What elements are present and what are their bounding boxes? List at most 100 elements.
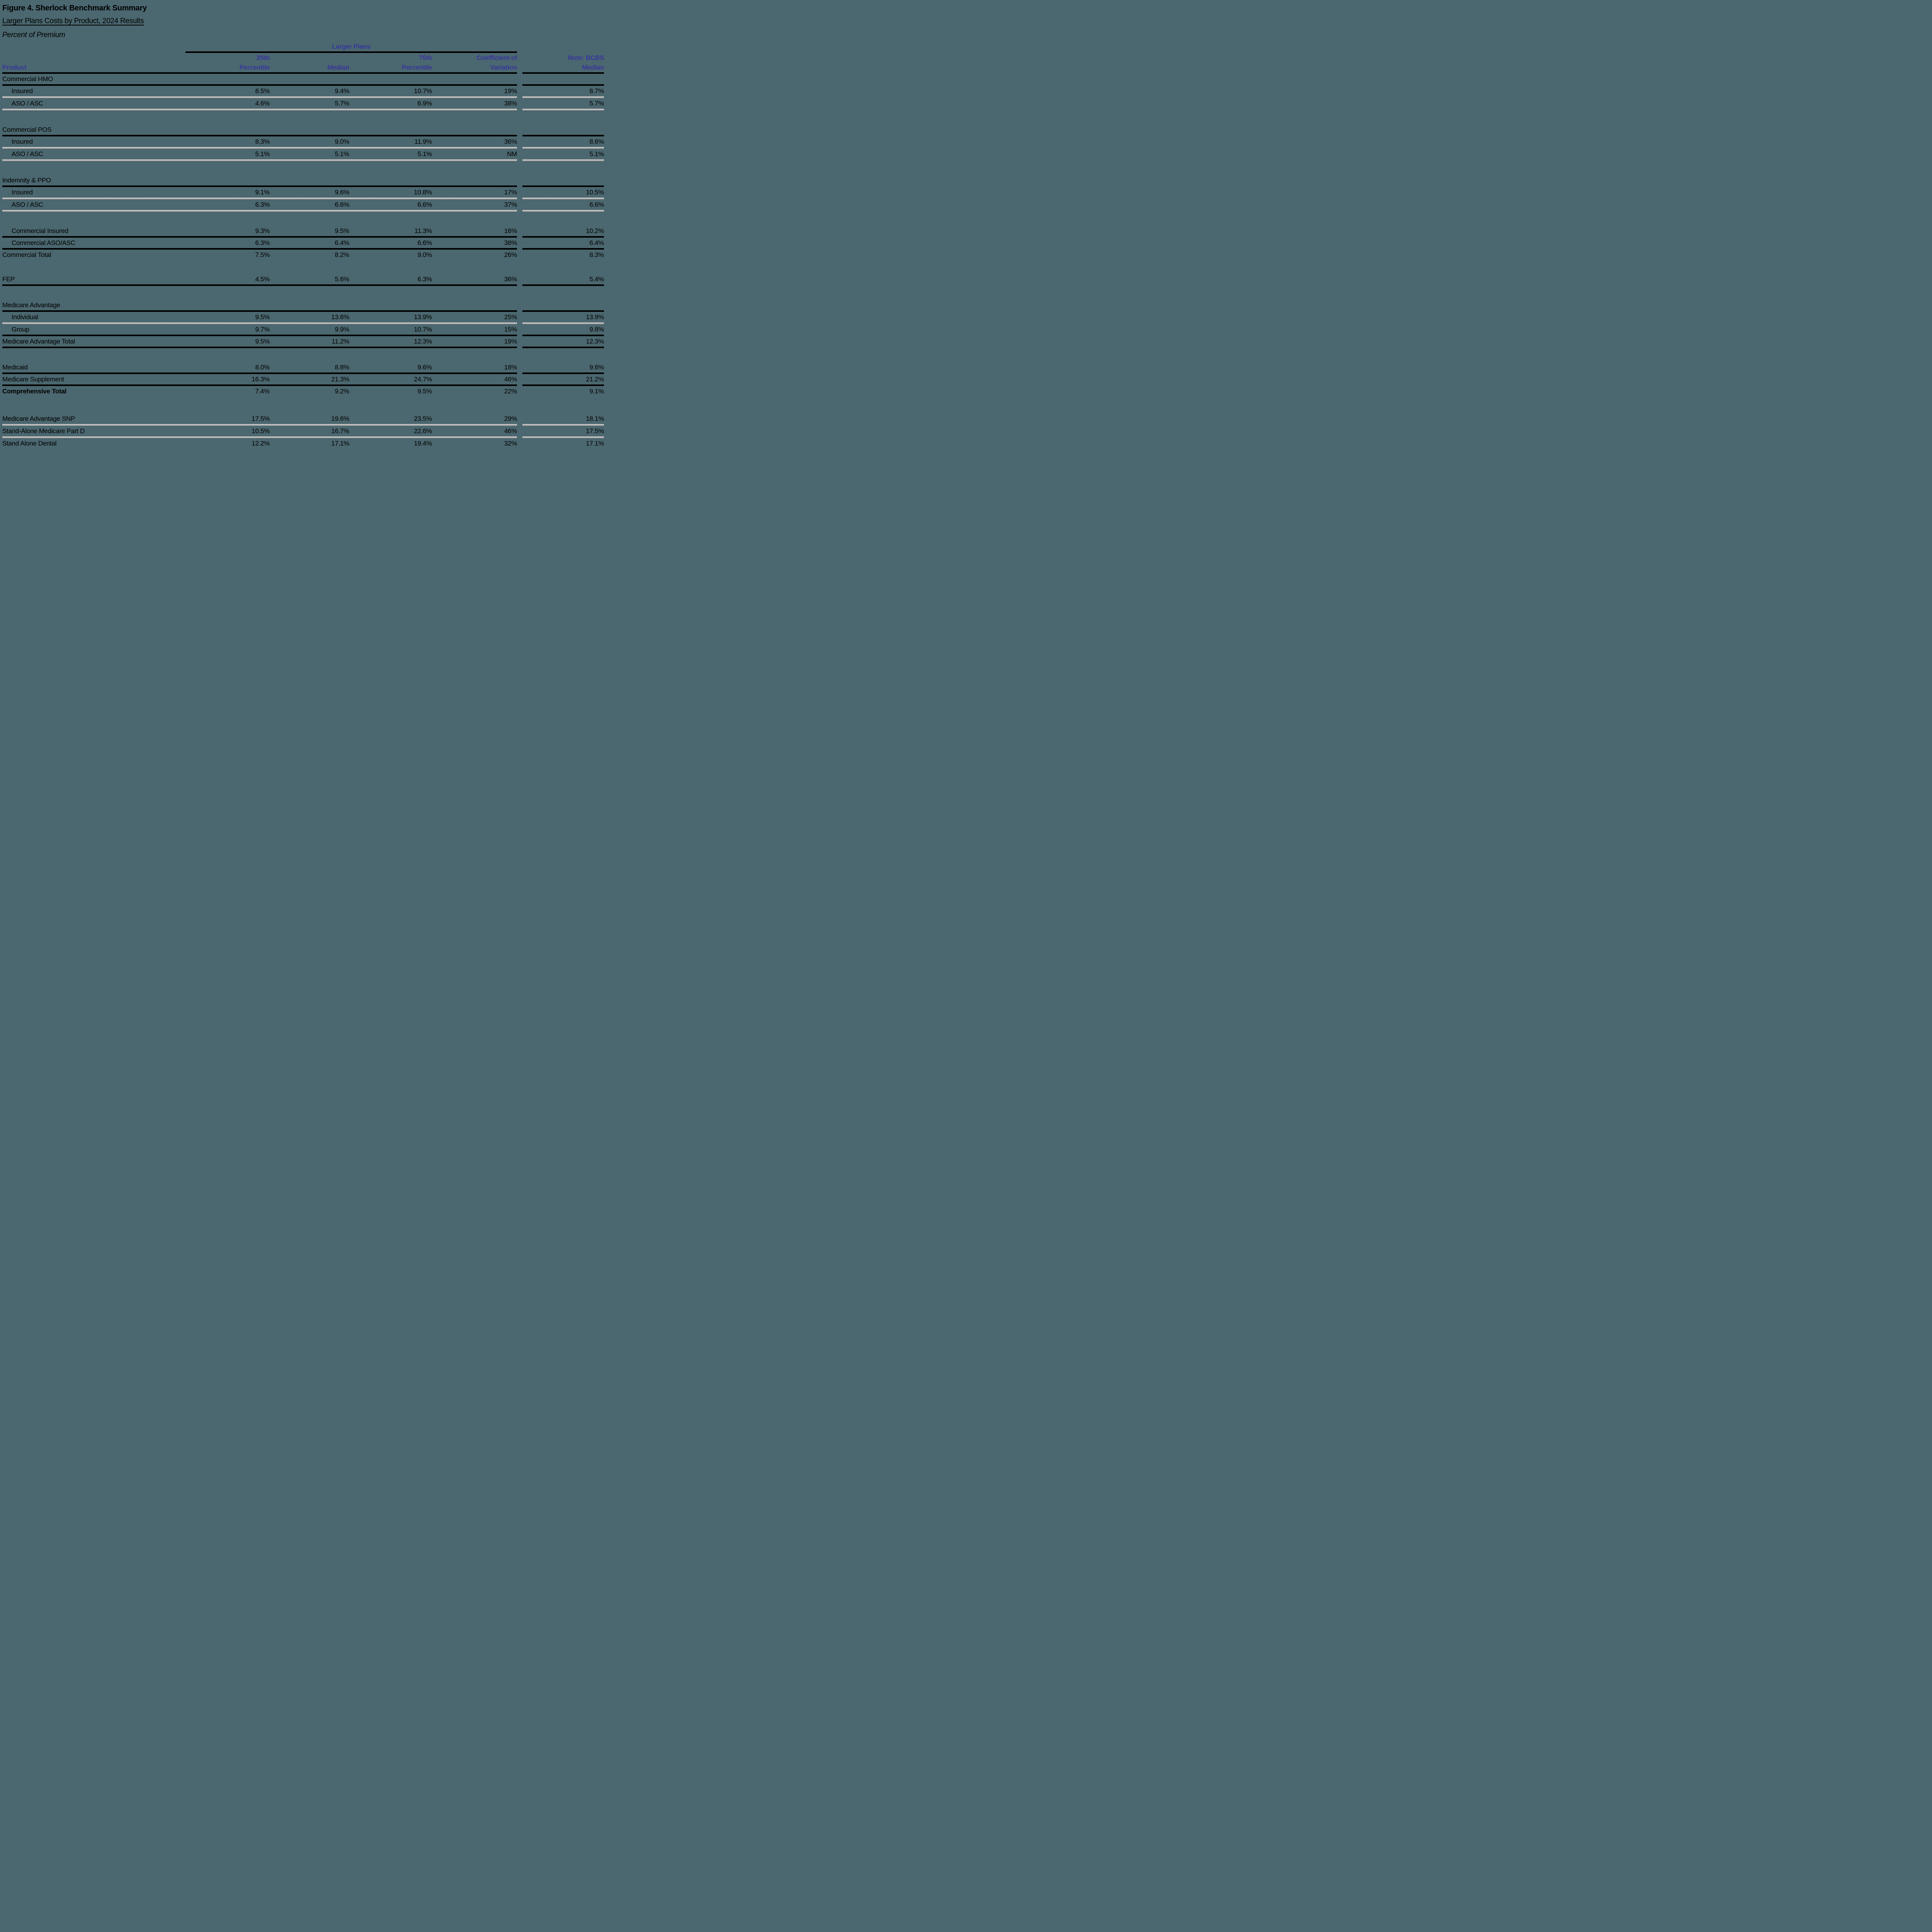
value-cell: 6.6% bbox=[335, 201, 349, 208]
gray-rule bbox=[522, 147, 604, 149]
gray-rule bbox=[2, 424, 517, 426]
value-cell: 4.5% bbox=[255, 275, 270, 283]
gray-rule bbox=[2, 436, 517, 438]
product-cell: Individual bbox=[12, 313, 38, 321]
spacer-row bbox=[2, 111, 604, 124]
value-cell: 12.3% bbox=[414, 337, 432, 345]
value-cell: 7.5% bbox=[255, 251, 270, 259]
value-cell: NM bbox=[507, 150, 517, 158]
value-cell: 19% bbox=[504, 337, 517, 345]
value-cell: 9.3% bbox=[255, 227, 270, 235]
empty-bcbs-cell bbox=[522, 300, 604, 310]
bcbs-cell: 5.7% bbox=[589, 99, 604, 107]
product-cell: Indemnity & PPO bbox=[2, 176, 51, 184]
gap-cell bbox=[517, 149, 522, 159]
gap-cell bbox=[517, 362, 522, 372]
bcbs-cell: 6.4% bbox=[589, 239, 604, 247]
value-cell: 38% bbox=[504, 239, 517, 247]
value-cell: 17.1% bbox=[331, 439, 349, 447]
value-cell: 10.7% bbox=[414, 87, 432, 95]
value-cell: 19% bbox=[504, 87, 517, 95]
span-header-underline bbox=[2, 51, 604, 53]
empty-bcbs-cell bbox=[522, 74, 604, 84]
product-cell: Commercial Total bbox=[2, 251, 51, 259]
gap-cell bbox=[517, 238, 522, 248]
value-cell: 17.5% bbox=[252, 415, 270, 422]
empty-value-cell bbox=[349, 124, 432, 135]
value-cell: 9.5% bbox=[417, 387, 432, 395]
gray-rule bbox=[2, 147, 517, 149]
gap-cell bbox=[517, 63, 522, 72]
value-cell: 6.6% bbox=[417, 239, 432, 247]
bcbs-cell: 17.5% bbox=[586, 427, 604, 435]
gap-cell bbox=[517, 274, 522, 284]
group-row: Medicare Advantage bbox=[2, 300, 604, 310]
value-cell: 6.3% bbox=[255, 201, 270, 208]
value-cell: 6.6% bbox=[417, 201, 432, 208]
value-cell: 8.2% bbox=[335, 251, 349, 259]
value-cell: 15% bbox=[504, 325, 517, 333]
gap-cell bbox=[517, 187, 522, 197]
value-cell: 9.6% bbox=[335, 188, 349, 196]
black-rule bbox=[522, 236, 604, 238]
bcbs-cell: 9.8% bbox=[589, 325, 604, 333]
column-header-row-2: Product Percentile Median Percentile Var… bbox=[2, 63, 604, 72]
black-rule bbox=[2, 284, 517, 286]
row-separator bbox=[2, 185, 604, 187]
benchmark-table: Larger Plans 25th 75th Coefficient of No… bbox=[2, 42, 604, 446]
table-header: Larger Plans 25th 75th Coefficient of No… bbox=[2, 42, 604, 74]
value-cell: 5.6% bbox=[335, 275, 349, 283]
gray-rule bbox=[522, 322, 604, 324]
row-separator bbox=[2, 236, 604, 238]
gap-cell bbox=[517, 98, 522, 109]
gap-cell bbox=[517, 413, 522, 424]
bcbs-cell: 9.6% bbox=[589, 363, 604, 371]
empty-value-cell bbox=[270, 124, 349, 135]
value-cell: 11.9% bbox=[414, 138, 432, 145]
row-separator bbox=[2, 96, 604, 98]
table-row: Insured 8.3% 9.0% 11.9% 36% 8.6% bbox=[2, 136, 604, 147]
gray-rule bbox=[2, 322, 517, 324]
value-cell: 9.2% bbox=[335, 387, 349, 395]
gap-cell bbox=[517, 250, 522, 260]
gap-cell bbox=[517, 86, 522, 96]
empty-value-cell bbox=[349, 74, 432, 84]
black-rule bbox=[522, 335, 604, 336]
figure-subtitle: Larger Plans Costs by Product, 2024 Resu… bbox=[2, 17, 144, 25]
bcbs-cell: 8.3% bbox=[589, 251, 604, 259]
col-header-75th-line1: 75th bbox=[419, 54, 432, 61]
value-cell: 18% bbox=[504, 363, 517, 371]
value-cell: 11.3% bbox=[414, 227, 432, 235]
spacer-row bbox=[2, 396, 604, 413]
table-row: Insured 9.1% 9.6% 10.8% 17% 10.5% bbox=[2, 187, 604, 197]
value-cell: 23.5% bbox=[414, 415, 432, 422]
group-row: Indemnity & PPO bbox=[2, 175, 604, 185]
col-header-bcbs-line1: Note: BCBS bbox=[568, 54, 604, 61]
col-header-cov-line2: Variation bbox=[490, 63, 517, 71]
value-cell: 32% bbox=[504, 439, 517, 447]
black-rule bbox=[2, 185, 517, 187]
bcbs-cell: 6.6% bbox=[589, 201, 604, 208]
empty-value-cell bbox=[270, 74, 349, 84]
empty-cell bbox=[2, 42, 185, 51]
value-cell: 9.9% bbox=[335, 325, 349, 333]
black-rule bbox=[2, 72, 517, 74]
value-cell: 17% bbox=[504, 188, 517, 196]
figure-page: Figure 4. Sherlock Benchmark Summary Lar… bbox=[0, 0, 604, 446]
value-cell: 9.6% bbox=[417, 363, 432, 371]
value-cell: 6.3% bbox=[417, 275, 432, 283]
product-cell: Stand-Alone Medicare Part D bbox=[2, 427, 85, 435]
table-row: ASO / ASC 5.1% 5.1% 5.1% NM 5.1% bbox=[2, 149, 604, 159]
group-row: Commercial POS bbox=[2, 124, 604, 135]
col-header-median-line1 bbox=[270, 53, 349, 63]
empty-value-cell bbox=[432, 175, 517, 185]
value-cell: 7.4% bbox=[255, 387, 270, 395]
table-row: Medicaid 8.0% 8.8% 9.6% 18% 9.6% bbox=[2, 362, 604, 372]
value-cell: 9.0% bbox=[335, 138, 349, 145]
product-cell: Medicare Supplement bbox=[2, 375, 64, 383]
table-row: Medicare Supplement 16.3% 21.3% 24.7% 46% 21.… bbox=[2, 374, 604, 384]
value-cell: 38% bbox=[504, 99, 517, 107]
row-separator bbox=[2, 159, 604, 161]
value-cell: 24.7% bbox=[414, 375, 432, 383]
row-separator bbox=[2, 248, 604, 250]
